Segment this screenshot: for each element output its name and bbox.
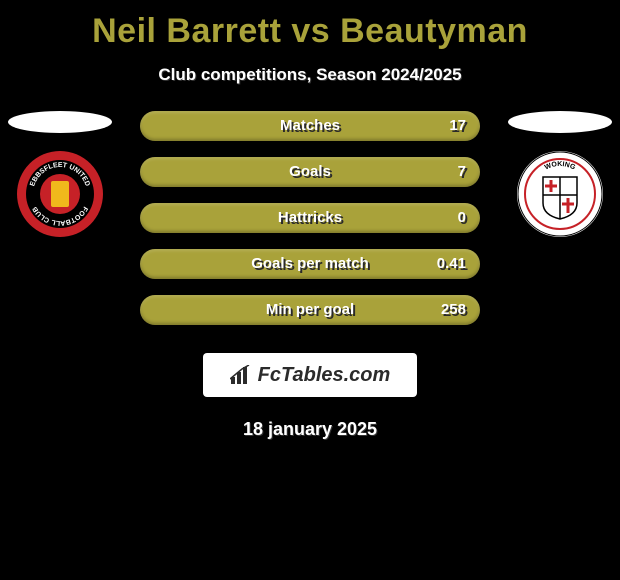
stat-row: Goals per match 0.41 bbox=[140, 249, 480, 279]
stat-value-right: 0.41 bbox=[437, 249, 466, 279]
player-left-column: EBBSFLEET UNITED FOOTBALL CLUB bbox=[8, 111, 112, 237]
stat-value-right: 7 bbox=[458, 157, 466, 187]
stat-value-right: 17 bbox=[449, 111, 466, 141]
page-title: Neil Barrett vs Beautyman bbox=[0, 0, 620, 51]
stat-value-right: 0 bbox=[458, 203, 466, 233]
stat-row: Matches 17 bbox=[140, 111, 480, 141]
stat-row: Hattricks 0 bbox=[140, 203, 480, 233]
comparison-layout: EBBSFLEET UNITED FOOTBALL CLUB bbox=[0, 111, 620, 440]
bar-chart-icon bbox=[230, 365, 252, 385]
player-right-column: WOKING bbox=[508, 111, 612, 237]
stat-row: Min per goal 258 bbox=[140, 295, 480, 325]
player-left-photo-placeholder bbox=[8, 111, 112, 133]
stat-label: Goals bbox=[289, 157, 331, 187]
stat-label: Matches bbox=[280, 111, 340, 141]
club-crest-left: EBBSFLEET UNITED FOOTBALL CLUB bbox=[17, 151, 103, 237]
branding-badge: FcTables.com bbox=[203, 353, 417, 397]
stat-row: Goals 7 bbox=[140, 157, 480, 187]
branding-text: FcTables.com bbox=[258, 364, 391, 387]
stat-label: Hattricks bbox=[278, 203, 342, 233]
club-crest-right: WOKING bbox=[517, 151, 603, 237]
stat-label: Min per goal bbox=[266, 295, 354, 325]
stats-list: Matches 17 Goals 7 Hattricks 0 Goals per match… bbox=[140, 111, 480, 325]
player-right-photo-placeholder bbox=[508, 111, 612, 133]
stat-value-right: 258 bbox=[441, 295, 466, 325]
stat-label: Goals per match bbox=[251, 249, 369, 279]
snapshot-date: 18 january 2025 bbox=[0, 419, 620, 440]
subtitle: Club competitions, Season 2024/2025 bbox=[0, 65, 620, 85]
